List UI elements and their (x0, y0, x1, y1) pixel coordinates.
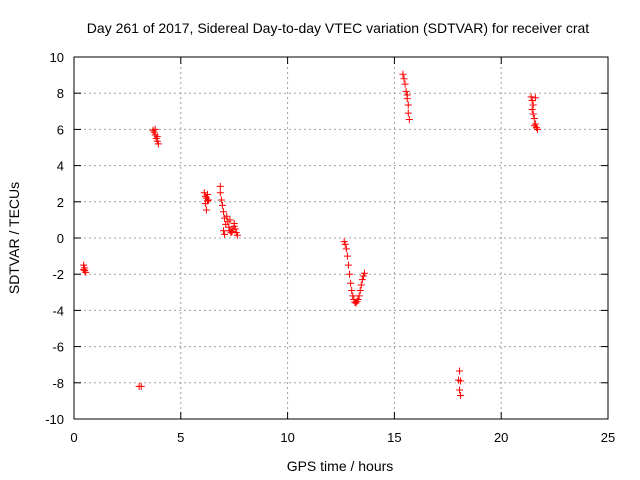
x-tick-label: 20 (494, 430, 508, 445)
data-point (457, 377, 465, 385)
data-point (349, 292, 357, 300)
data-point (231, 225, 239, 233)
data-point (202, 206, 210, 214)
y-tick-label: 8 (57, 86, 64, 101)
data-point (354, 296, 362, 304)
data-point (404, 101, 412, 109)
data-point (357, 281, 365, 289)
data-point (405, 115, 413, 123)
data-point (400, 75, 408, 83)
data-point (200, 189, 208, 197)
y-tick-label: 10 (50, 50, 64, 65)
data-point (404, 109, 412, 117)
y-tick-label: -10 (45, 412, 64, 427)
y-tick-label: -2 (52, 267, 64, 282)
y-tick-label: 2 (57, 195, 64, 210)
data-point (154, 140, 162, 148)
data-point (151, 125, 159, 133)
data-point (225, 223, 233, 231)
chart-title: Day 261 of 2017, Sidereal Day-to-day VTE… (87, 20, 589, 36)
data-points (80, 70, 542, 399)
data-point (401, 80, 409, 88)
data-point (531, 94, 539, 102)
data-point (534, 125, 542, 133)
data-point (153, 133, 161, 141)
data-point (456, 367, 464, 375)
y-tick-label: 4 (57, 159, 64, 174)
y-tick-label: 0 (57, 231, 64, 246)
data-point (347, 279, 355, 287)
data-point (205, 196, 213, 204)
data-point (531, 120, 539, 128)
data-point (341, 240, 349, 248)
data-point (457, 391, 465, 399)
data-point (80, 266, 88, 274)
data-point (233, 231, 241, 239)
data-point (358, 276, 366, 284)
data-point (399, 70, 407, 78)
axis-ticks: 0 5 10 15 20 25 -10 -8 -6 -4 -2 0 2 4 6 8 10 (45, 50, 615, 445)
data-point (221, 230, 229, 238)
data-point (348, 286, 356, 294)
data-point (226, 216, 234, 224)
data-point (346, 270, 354, 278)
y-tick-label: -8 (52, 376, 64, 391)
data-point (529, 110, 537, 118)
data-point (456, 386, 464, 394)
data-point (529, 101, 537, 109)
data-point (81, 267, 89, 275)
data-point (223, 212, 231, 220)
data-point (343, 252, 351, 260)
data-point (216, 182, 224, 190)
data-point (355, 292, 363, 300)
y-tick-label: 6 (57, 122, 64, 137)
data-point (217, 196, 225, 204)
data-point (137, 382, 145, 390)
grid-lines (74, 57, 608, 419)
x-tick-label: 0 (70, 430, 77, 445)
data-point (220, 208, 228, 216)
y-tick-label: -4 (52, 303, 64, 318)
data-point (530, 122, 538, 130)
data-point (230, 220, 238, 228)
data-point (360, 269, 368, 277)
data-point (353, 297, 361, 305)
data-point (216, 189, 224, 197)
x-tick-label: 15 (387, 430, 401, 445)
data-point (356, 286, 364, 294)
data-point (527, 93, 535, 101)
x-tick-label: 5 (177, 430, 184, 445)
y-tick-label: -6 (52, 340, 64, 355)
y-axis-label: SDTVAR / TECUs (6, 182, 22, 294)
x-tick-label: 10 (280, 430, 294, 445)
data-point (201, 200, 209, 208)
data-point (403, 91, 411, 99)
data-point (220, 227, 228, 235)
data-point (528, 105, 536, 113)
data-point (352, 299, 360, 307)
data-point (342, 245, 350, 253)
data-point (402, 87, 410, 95)
x-tick-label: 25 (601, 430, 615, 445)
data-point (218, 201, 226, 209)
data-point (530, 115, 538, 123)
x-axis-label: GPS time / hours (287, 458, 394, 474)
data-point (204, 191, 211, 199)
data-point (344, 261, 352, 269)
